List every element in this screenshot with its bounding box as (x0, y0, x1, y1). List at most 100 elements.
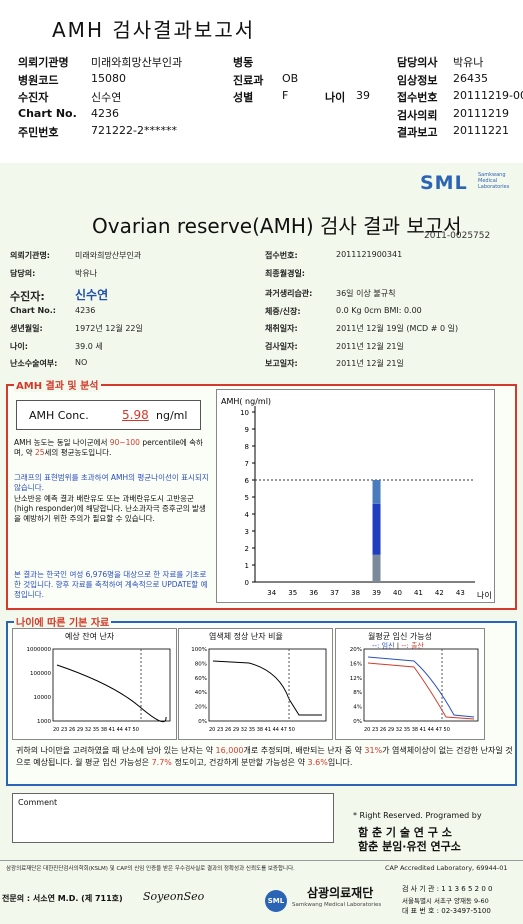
header-label: 임상정보 (397, 73, 438, 87)
header-value: OB (282, 71, 299, 85)
header-value: 미래와희망산부인과 (91, 56, 183, 69)
header-value: 39 (356, 89, 370, 102)
remaining-eggs-title: 예상 잔여 난자 (65, 632, 115, 641)
y-tick-label: 12% (350, 676, 362, 682)
x-tick-label: 35 (288, 589, 297, 597)
birth-curve (367, 662, 475, 720)
comment-box: Comment (12, 793, 334, 843)
org-name: 삼광의료재단 (307, 886, 374, 900)
header-value: 20111219 (453, 106, 509, 120)
amh-range-note: 그래프의 표현범위를 초과하여 AMH의 평균나이선이 표시되지 않습니다. (14, 473, 209, 492)
org-subtitle: Samkwang Medical Laboratories (292, 902, 382, 908)
info-label: 생년월일: (10, 324, 43, 333)
y-tick-label: 6 (245, 477, 250, 485)
pregnancy-legend: --: 임신 | --: 출산 (372, 642, 424, 650)
y-tick-label: 10 (240, 409, 249, 417)
amh-conc-unit: ng/ml (156, 409, 188, 422)
header-label: 나이 (325, 91, 346, 104)
report-header-title: AMH 검사결과보고서 (52, 18, 256, 42)
sml-logo-subtitle: Samkwang Medical Laboratories (478, 172, 510, 190)
x-tick-label: 39 (372, 589, 381, 597)
y-tick-label: 20% (350, 647, 362, 653)
org-logo-icon: SML (265, 890, 287, 912)
x-tick-label: 43 (456, 589, 465, 597)
x-tick-label: 36 (309, 589, 318, 597)
x-tick-labels: 20 23 26 29 32 35 38 41 44 47 50 (53, 727, 139, 733)
amh-percentile-text: AMH 농도는 동일 나이군에서 90~100 percentile에 속하며,… (14, 438, 203, 457)
amh-conc-box: AMH Conc. 5.98 ng/ml (16, 400, 201, 430)
amh-chart-panel: AMH( ng/ml) 0 1 2 3 4 5 6 7 8 9 10 34 35 36 37 38 39 40 41 4… (216, 389, 495, 603)
info-label: 나이: (10, 341, 28, 351)
basic-section-title: 나이에 따른 기본 자료 (14, 614, 112, 629)
y-tick-label: 9 (245, 426, 249, 434)
cap-text: CAP Accredited Laboratory, 69944-01 (385, 864, 508, 872)
header-label: 담당의사 (397, 56, 438, 69)
contact-line-2: 서울특별시 서초구 양재동 9-60 (402, 897, 489, 905)
info-value: 39.0 세 (75, 341, 103, 351)
y-tick-label: 8 (245, 443, 249, 451)
y-tick-label: 0% (198, 719, 207, 725)
info-label: 담당의: (10, 268, 36, 278)
info-value: 2011121900341 (336, 250, 403, 259)
rights-text: * Right Reserved. Programed by (353, 811, 482, 820)
y-tick-label: 0% (353, 719, 362, 725)
bar-segment-2 (372, 480, 381, 504)
plot-area (363, 648, 479, 722)
y-tick-label: 80% (195, 661, 207, 667)
amh-data-note: 본 결과는 한국인 여성 6,976명을 대상으로 한 자료를 기초로 한 것입… (14, 570, 208, 599)
info-label: 접수번호: (265, 251, 298, 260)
header-value: 박유나 (453, 56, 484, 69)
info-value: NO (75, 358, 88, 367)
info-label: 보고일자: (265, 359, 298, 368)
y-tick-label: 100000 (30, 671, 51, 677)
amh-chart-title: AMH( ng/ml) (221, 397, 271, 406)
y-tick-label: 5 (245, 494, 249, 502)
x-tick-label: 42 (435, 589, 444, 597)
x-axis-label: 나이 (477, 590, 492, 600)
info-value: 2011년 12월 21일 (336, 359, 404, 368)
contact-line-1: 검 사 기 관 : 1 1 3 6 5 2 0 0 (402, 885, 493, 893)
pregnancy-chance-chart-panel: 월평균 임신 가능성 --: 임신 | --: 출산 20% 16% 12% 8% 4%… (335, 628, 485, 740)
lab-name-1: 함 춘 기 술 연 구 소 (358, 826, 452, 839)
info-label: Chart No.: (10, 305, 56, 315)
header-label: 병동 (233, 56, 254, 69)
lab-name-2: 함춘 분임·유전 연구소 (358, 840, 461, 853)
header-value: 신수연 (91, 91, 122, 104)
header-value: F (282, 89, 289, 102)
x-tick-label: 37 (330, 589, 339, 597)
header-value: 4236 (91, 106, 119, 120)
header-label: 수진자 (18, 91, 49, 104)
header-label: 진료과 (233, 73, 264, 87)
summary-text: 귀하의 나이만을 고려하였을 때 난소에 남아 있는 난자는 약 16,000개… (16, 746, 513, 767)
x-tick-label: 41 (414, 589, 423, 597)
sml-logo: SML (420, 172, 468, 194)
header-label: 성별 (233, 91, 254, 104)
header-label: 접수번호 (397, 91, 438, 104)
header-label: 주민번호 (18, 126, 59, 139)
info-label: 수진자: (10, 290, 45, 303)
info-label: 최종월경일: (265, 268, 305, 278)
info-label: 과거생리습관: (265, 289, 313, 298)
pregnancy-chance-title: 월평균 임신 가능성 (368, 632, 432, 641)
y-tick-label: 2 (245, 545, 249, 553)
y-tick-label: 60% (195, 676, 207, 682)
amh-conc-value: 5.98 (122, 408, 149, 422)
x-tick-labels: 20 23 26 29 32 35 38 41 44 47 50 (209, 727, 295, 733)
info-value: 0.0 Kg 0cm BMI: 0.00 (336, 305, 422, 315)
info-label: 채취일자: (265, 324, 298, 333)
info-label: 체중/신장: (265, 306, 301, 316)
header-value: 721222-2****** (91, 124, 177, 137)
doctor-name: 전문의 : 서소연 M.D. (제 711호) (2, 894, 123, 903)
header-label: Chart No. (18, 106, 77, 120)
amh-conc-label: AMH Conc. (29, 409, 89, 422)
y-tick-label: 100% (191, 647, 207, 653)
contact-line-3: 대 표 번 호 : 02-3497-5100 (402, 907, 491, 915)
plot-area (52, 648, 171, 722)
comment-label: Comment (18, 798, 58, 807)
header-value: 26435 (453, 71, 488, 85)
normal-egg-ratio-chart-panel: 염색체 정상 난자 비율 100% 80% 60% 40% 20% 0% 20 23 26 … (178, 628, 333, 740)
info-value: 2011년 12월 21일 (336, 341, 404, 351)
y-tick-label: 40% (195, 690, 207, 696)
